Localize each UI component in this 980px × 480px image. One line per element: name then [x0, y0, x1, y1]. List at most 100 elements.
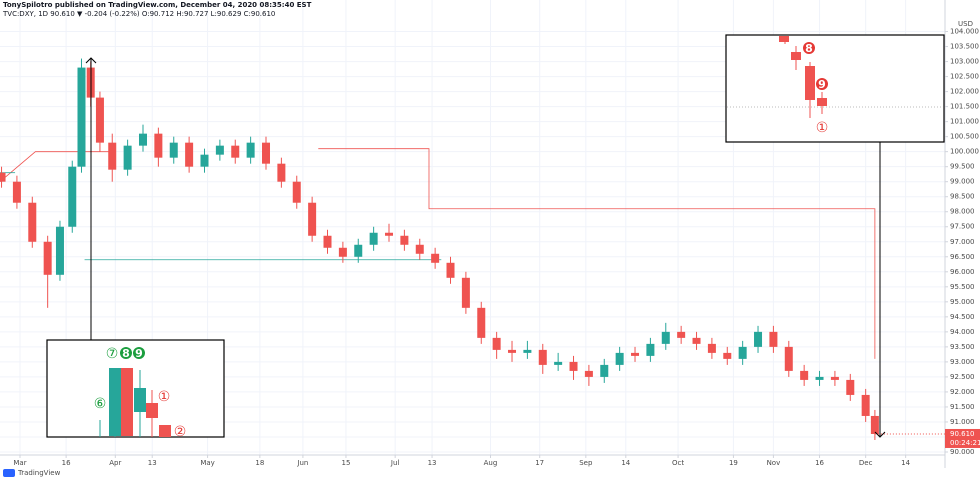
candle-body: [123, 145, 132, 170]
candle-body: [830, 376, 839, 380]
countdown-label: 00:24:21: [950, 439, 980, 447]
candle-body: [200, 154, 209, 167]
price-tag: [945, 428, 980, 448]
candle-body: [784, 346, 793, 371]
inset-candle: [805, 66, 815, 100]
y-tick-label: 94.500: [950, 313, 975, 321]
candle-body: [108, 142, 117, 170]
x-tick-label: 13: [428, 459, 437, 467]
x-tick-label: 14: [621, 459, 630, 467]
y-tick-label: 94.000: [950, 328, 975, 336]
inset-candle: [121, 368, 133, 436]
td-label: 8: [805, 42, 813, 55]
x-tick-label: Mar: [13, 459, 26, 467]
candle-body: [584, 370, 593, 377]
candle-body: [55, 226, 64, 275]
candle-body: [369, 232, 378, 245]
candle-body: [870, 415, 879, 434]
y-tick-label: 97.500: [950, 223, 975, 231]
td-label: ①: [816, 120, 829, 136]
chart-title: TonySpilotro published on TradingView.co…: [3, 1, 312, 9]
x-tick-label: Aug: [484, 459, 498, 467]
candle-body: [400, 235, 409, 245]
x-tick-label: Apr: [109, 459, 121, 467]
candle-body: [723, 352, 732, 359]
candle-body: [308, 202, 317, 236]
x-tick-label: 18: [255, 459, 264, 467]
candle-body: [569, 361, 578, 371]
candle-body: [12, 181, 21, 203]
candle-body: [77, 67, 86, 167]
candle-body: [631, 352, 640, 356]
candle-body: [538, 349, 547, 365]
y-tick-label: 98.500: [950, 193, 975, 201]
candle-body: [277, 163, 286, 182]
y-tick-label: 92.000: [950, 388, 975, 396]
x-tick-label: Jul: [390, 459, 400, 467]
candle-body: [292, 181, 301, 203]
y-tick-label: 100.500: [950, 133, 979, 141]
td-badge: [816, 78, 828, 90]
candle-body: [385, 232, 394, 236]
candle-body: [707, 343, 716, 353]
x-tick-label: 13: [148, 459, 157, 467]
candle-body: [0, 172, 6, 182]
arrow-head: [874, 431, 886, 438]
y-tick-label: 99.500: [950, 163, 975, 171]
td-label: 9: [818, 78, 826, 91]
candle-body: [815, 376, 824, 380]
x-tick-label: 17: [535, 459, 544, 467]
candle-body: [338, 247, 347, 257]
currency: USD: [958, 20, 973, 28]
candle-body: [554, 361, 563, 365]
candle-body: [169, 142, 178, 158]
candle-body: [215, 145, 224, 155]
candle-body: [861, 394, 870, 416]
x-tick-label: 16: [62, 459, 71, 467]
inset-left: ⑦ 8 9 ⑥ ① ②: [46, 339, 225, 440]
candle-body: [677, 331, 686, 338]
candle-body: [154, 133, 163, 158]
candle-body: [246, 142, 255, 158]
candle-body: [738, 346, 747, 359]
x-tick-label: Sep: [579, 459, 593, 467]
chart-subtitle: TVC:DXY, 1D 90.610 ▼ -0.204 (-0.22%) O:9…: [2, 10, 275, 18]
candle-body: [323, 235, 332, 248]
plot: [0, 58, 879, 440]
level-line: [318, 148, 876, 359]
candle-body: [446, 262, 455, 278]
candle-body: [523, 349, 532, 353]
y-tick-label: 90.000: [950, 448, 975, 456]
y-tick-label: 101.500: [950, 103, 979, 111]
x-tick-label: Jun: [296, 459, 308, 467]
candle-body: [661, 331, 670, 344]
y-tick-label: 95.000: [950, 298, 975, 306]
candle-body: [477, 307, 486, 338]
y-tick-label: 100.000: [950, 148, 979, 156]
td-label: ②: [174, 424, 187, 440]
brand: TradingView: [17, 469, 61, 477]
y-tick-label: 92.500: [950, 373, 975, 381]
td-badge: [803, 42, 815, 54]
x-tick-label: Oct: [672, 459, 684, 467]
inset-candle: [817, 98, 827, 106]
candle-body: [138, 133, 147, 146]
candle-body: [461, 277, 470, 308]
y-tick-label: 99.000: [950, 178, 975, 186]
td-label: ⑦: [106, 346, 119, 362]
td-label: 9: [135, 347, 143, 360]
candle-body: [615, 352, 624, 365]
candle-body: [492, 337, 501, 350]
x-tick-label: 19: [729, 459, 738, 467]
candle-body: [185, 142, 194, 167]
td-badge: [133, 347, 145, 359]
y-tick-label: 104.000: [950, 28, 979, 36]
y-tick-label: 96.500: [950, 253, 975, 261]
x-tick-label: Dec: [859, 459, 873, 467]
candle-body: [754, 331, 763, 347]
candle-body: [415, 244, 424, 254]
x-tick-label: 14: [901, 459, 910, 467]
candle-body: [800, 370, 809, 380]
inset-candle: [134, 388, 146, 412]
